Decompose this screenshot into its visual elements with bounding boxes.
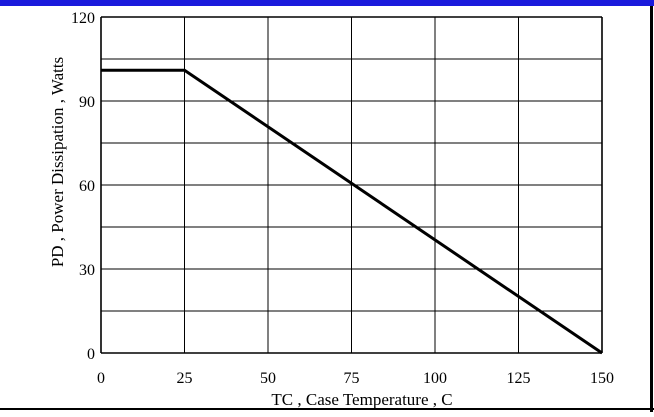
x-tick-label: 75 bbox=[344, 370, 360, 387]
x-tick-label: 50 bbox=[260, 370, 276, 387]
x-axis-title: TC , Case Temperature , C bbox=[271, 390, 452, 409]
page-border-bottom bbox=[0, 408, 654, 410]
y-axis-title: PD , Power Dissipation , Watts bbox=[48, 57, 67, 267]
y-tick-label: 60 bbox=[79, 178, 95, 195]
y-tick-label: 120 bbox=[71, 10, 95, 27]
x-tick-label: 0 bbox=[97, 370, 105, 387]
y-tick-label: 30 bbox=[79, 262, 95, 279]
x-tick-label: 150 bbox=[590, 370, 614, 387]
page-border-right bbox=[650, 6, 653, 412]
grid bbox=[100, 16, 603, 354]
top-border-bar bbox=[0, 0, 654, 6]
tick-labels: 0 25 50 75 100 125 150 0 30 60 90 120 bbox=[71, 10, 614, 387]
x-tick-label: 100 bbox=[423, 370, 447, 387]
y-tick-label: 90 bbox=[79, 94, 95, 111]
power-derating-line bbox=[101, 68, 603, 355]
x-tick-label: 125 bbox=[507, 370, 531, 387]
y-tick-label: 0 bbox=[87, 346, 95, 363]
series bbox=[101, 68, 603, 355]
x-tick-label: 25 bbox=[177, 370, 193, 387]
